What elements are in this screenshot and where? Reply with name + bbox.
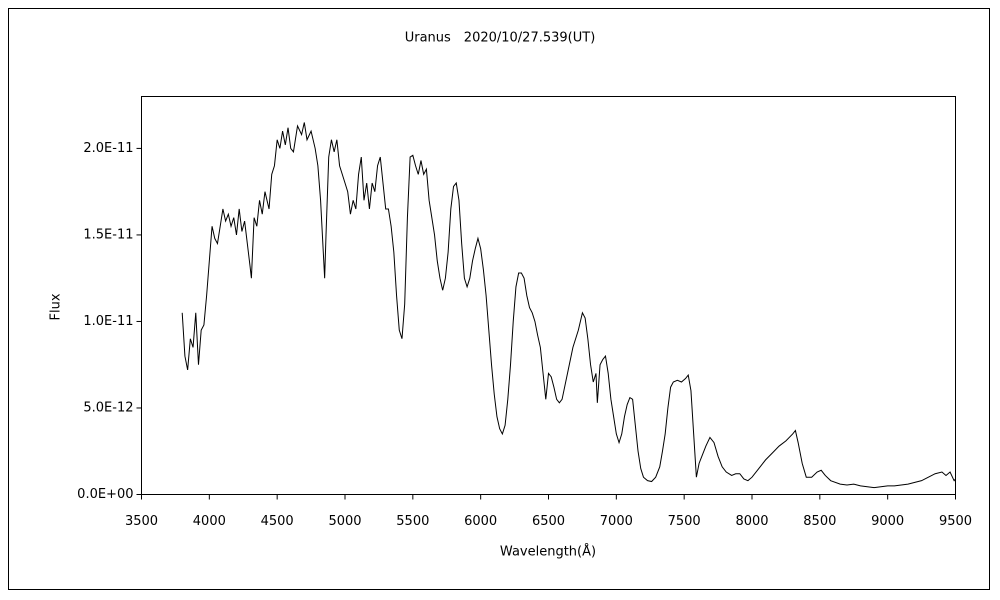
x-tick-label: 8500 bbox=[803, 514, 836, 529]
x-tick-label: 4500 bbox=[261, 514, 294, 529]
y-tick-label: 2.0E-11 bbox=[83, 141, 133, 156]
x-tick-label: 3500 bbox=[125, 514, 158, 529]
x-tick-label: 6000 bbox=[464, 514, 497, 529]
y-tick-label: 1.5E-11 bbox=[83, 227, 133, 242]
spectrum-line bbox=[181, 122, 956, 489]
x-tick-label: 5000 bbox=[328, 514, 361, 529]
x-tick-label: 6500 bbox=[532, 514, 565, 529]
x-axis-label: Wavelength(Å) bbox=[500, 544, 596, 560]
x-tick-label: 7000 bbox=[600, 514, 633, 529]
x-tick-label: 9500 bbox=[939, 514, 972, 529]
x-tick-label: 7500 bbox=[668, 514, 701, 529]
y-axis-label: Flux bbox=[49, 293, 64, 320]
x-tick-label: 9000 bbox=[871, 514, 904, 529]
chart-frame bbox=[8, 8, 990, 590]
y-tick-label: 1.0E-11 bbox=[83, 314, 133, 329]
x-tick-label: 4000 bbox=[193, 514, 226, 529]
y-tick-label: 5.0E-12 bbox=[83, 400, 133, 415]
x-tick-label: 5500 bbox=[396, 514, 429, 529]
x-tick-label: 8000 bbox=[735, 514, 768, 529]
chart-title: Uranus 2020/10/27.539(UT) bbox=[405, 31, 596, 46]
y-tick-label: 0.0E+00 bbox=[77, 487, 133, 502]
